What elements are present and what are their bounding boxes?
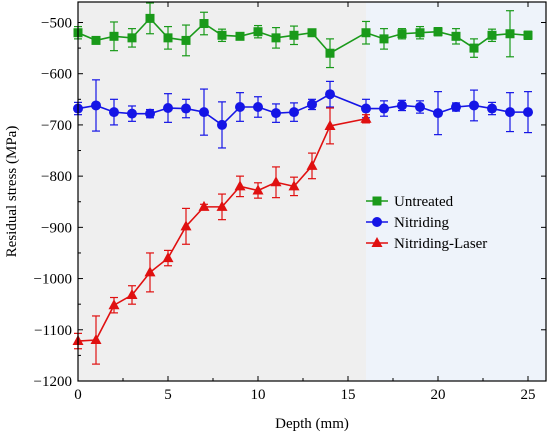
y-tick-label: −1200: [34, 374, 72, 390]
data-point-untreated: [379, 34, 389, 44]
data-point-nitriding: [415, 101, 425, 112]
data-point-nitriding-laser: [360, 112, 372, 123]
data-point-nitriding-laser: [108, 299, 120, 310]
shaded-region-0: [78, 2, 366, 381]
legend-marker-nitriding: [372, 217, 382, 227]
legend-marker-untreated: [372, 196, 382, 206]
data-point-nitriding: [109, 107, 119, 118]
data-point-untreated: [199, 19, 209, 29]
data-point-untreated: [307, 28, 317, 38]
data-point-untreated: [163, 33, 173, 43]
data-point-untreated: [181, 35, 191, 45]
y-tick-label: −800: [41, 169, 72, 185]
data-point-untreated: [361, 28, 371, 38]
data-point-nitriding-laser: [252, 184, 264, 195]
data-point-untreated: [271, 33, 281, 43]
x-tick-label: 20: [431, 387, 446, 403]
x-tick-label: 5: [164, 387, 172, 403]
data-point-nitriding: [217, 119, 227, 130]
data-point-nitriding: [181, 103, 191, 114]
data-point-nitriding-laser: [216, 200, 228, 211]
series-line-nitriding-laser: [77, 117, 367, 342]
data-point-nitriding-laser: [126, 288, 138, 299]
data-point-untreated: [91, 35, 101, 45]
data-point-nitriding: [289, 107, 299, 118]
data-point-nitriding-laser: [234, 180, 246, 191]
data-point-nitriding: [163, 103, 173, 114]
data-point-nitriding-laser: [198, 200, 210, 211]
data-point-untreated: [433, 27, 443, 37]
y-tick-label: −700: [41, 118, 72, 134]
data-point-nitriding: [253, 101, 263, 112]
data-point-nitriding: [397, 100, 407, 111]
data-point-nitriding-laser: [306, 159, 318, 170]
data-point-nitriding: [523, 107, 533, 118]
y-tick-label: −500: [41, 15, 72, 31]
data-point-nitriding: [505, 107, 515, 118]
legend-marker-nitriding-laser: [371, 237, 383, 247]
legend-label-nitriding-laser: Nitriding-Laser: [394, 236, 487, 252]
data-point-nitriding: [307, 99, 317, 110]
data-point-nitriding: [451, 101, 461, 112]
legend: Untreated Nitriding Nitriding-Laser: [366, 194, 487, 252]
y-tick-label: −1100: [34, 323, 72, 339]
data-point-untreated: [289, 30, 299, 40]
data-point-nitriding-laser: [90, 334, 102, 345]
x-tick-label: 25: [521, 387, 536, 403]
data-point-untreated: [325, 48, 335, 58]
data-point-untreated: [451, 31, 461, 41]
data-point-nitriding: [379, 103, 389, 114]
data-point-nitriding: [145, 108, 155, 119]
data-point-untreated: [415, 28, 425, 38]
y-tick-label: −900: [41, 220, 72, 236]
data-point-nitriding-laser: [162, 252, 174, 263]
legend-label-untreated: Untreated: [394, 194, 454, 210]
x-tick-label: 15: [341, 387, 356, 403]
shaded-region-1: [366, 2, 546, 381]
data-point-nitriding: [361, 103, 371, 114]
data-point-untreated: [397, 29, 407, 39]
data-point-nitriding-laser: [180, 220, 192, 231]
legend-label-nitriding: Nitriding: [394, 215, 449, 231]
series-untreated: [73, 2, 533, 69]
data-point-nitriding: [127, 108, 137, 119]
data-point-nitriding-laser: [288, 180, 300, 191]
data-point-untreated: [217, 30, 227, 40]
plot-frame: [77, 1, 547, 382]
data-point-untreated: [487, 30, 497, 40]
data-point-untreated: [109, 31, 119, 41]
data-point-nitriding-laser: [144, 266, 156, 277]
series-nitriding-laser: [72, 107, 372, 365]
data-point-untreated: [469, 43, 479, 53]
data-point-nitriding: [469, 100, 479, 111]
data-point-nitriding: [199, 107, 209, 118]
data-point-nitriding: [433, 108, 443, 119]
data-point-nitriding-laser: [270, 176, 282, 187]
data-point-untreated: [235, 31, 245, 41]
data-point-untreated: [145, 13, 155, 23]
data-point-untreated: [253, 27, 263, 37]
shaded-regions: [78, 2, 546, 381]
data-point-nitriding: [271, 108, 281, 119]
x-tick-label: 10: [251, 387, 266, 403]
x-tick-label: 0: [74, 387, 82, 403]
data-point-nitriding: [325, 89, 335, 100]
data-point-nitriding: [487, 103, 497, 114]
axis-ticks: 0 5 10 15 20 25 −1200 −1100 −1000 −900 −800 −700 −60…: [34, 2, 546, 403]
x-axis-title: Depth (mm): [275, 416, 349, 432]
y-tick-label: −600: [41, 67, 72, 83]
data-point-nitriding: [235, 101, 245, 112]
data-point-nitriding: [91, 100, 101, 111]
data-point-untreated: [127, 33, 137, 43]
data-series: [72, 2, 533, 365]
data-point-nitriding-laser: [324, 119, 336, 130]
y-tick-label: −1000: [34, 272, 72, 288]
y-axis-title: Residual stress (MPa): [4, 126, 20, 258]
data-point-untreated: [523, 30, 533, 40]
data-point-untreated: [505, 29, 515, 39]
